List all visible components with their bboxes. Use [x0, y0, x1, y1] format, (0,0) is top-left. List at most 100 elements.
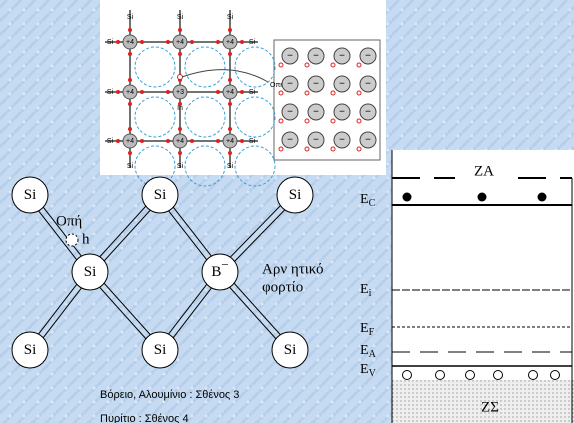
- edge-label: Si: [249, 89, 256, 96]
- electron: [178, 151, 182, 155]
- hole: [357, 63, 361, 67]
- impurity-label: In: [177, 105, 183, 112]
- hole: [529, 371, 538, 380]
- band-label: ZA: [474, 163, 494, 179]
- atom-label: Si: [84, 264, 97, 280]
- hole: [331, 63, 335, 67]
- hole: [331, 119, 335, 123]
- hole: [331, 147, 335, 151]
- atom-label: +4: [126, 138, 134, 145]
- atom-label: Si: [284, 342, 297, 358]
- electron: [216, 90, 220, 94]
- level-symbol: E: [360, 192, 369, 207]
- atom-symbol: Si: [154, 342, 167, 358]
- electron: [128, 127, 132, 131]
- atom-symbol: Si: [289, 187, 302, 203]
- electron: [140, 40, 144, 44]
- edge-label: Si: [107, 39, 114, 46]
- page: ZA ZΣ Βόρειο, Αλουμίνιο : Σθένος 3 Πυρίτ…: [0, 0, 574, 423]
- level-sub: C: [369, 198, 376, 209]
- atom-symbol: Si: [154, 187, 167, 203]
- hole: [279, 147, 283, 151]
- electron: [178, 52, 182, 56]
- atom-symbol: Si: [284, 342, 297, 358]
- hole: [357, 119, 361, 123]
- electron: [240, 139, 244, 143]
- hole: [305, 63, 309, 67]
- level-symbol: E: [360, 362, 369, 377]
- ion-sign: −: [313, 107, 319, 118]
- ion-sign: −: [365, 135, 371, 146]
- electron: [128, 52, 132, 56]
- atom-label: Si: [154, 187, 167, 203]
- electron: [228, 102, 232, 106]
- hole: [466, 371, 475, 380]
- electron: [166, 139, 170, 143]
- electron: [538, 193, 547, 202]
- edge-label: Si: [177, 14, 184, 21]
- ion-sign: −: [313, 79, 319, 90]
- hole: [305, 147, 309, 151]
- edge-label: Si: [227, 163, 234, 170]
- hole-label: Οπή: [56, 213, 82, 229]
- hole: [403, 371, 412, 380]
- edge-label: Si: [107, 89, 114, 96]
- ion-sign: −: [365, 79, 371, 90]
- atom-charge: −: [221, 257, 228, 272]
- ion-sign: −: [339, 79, 345, 90]
- hole: [305, 91, 309, 95]
- atom-label: +4: [226, 89, 234, 96]
- edge-label: Si: [249, 138, 256, 145]
- edge-label: Si: [107, 138, 114, 145]
- electron: [140, 139, 144, 143]
- band-label: ZΣ: [481, 399, 499, 415]
- electron: [478, 193, 487, 202]
- atom-label: +4: [126, 39, 134, 46]
- electron: [178, 127, 182, 131]
- hole: [357, 147, 361, 151]
- electron: [240, 90, 244, 94]
- atom-label: +4: [126, 89, 134, 96]
- electron: [140, 90, 144, 94]
- electron: [128, 102, 132, 106]
- hole: [331, 91, 335, 95]
- electron: [228, 28, 232, 32]
- ion-sign: −: [365, 107, 371, 118]
- electron: [216, 40, 220, 44]
- ion-sign: −: [339, 107, 345, 118]
- hole: [436, 371, 445, 380]
- ion-sign: −: [287, 51, 293, 62]
- electron: [228, 127, 232, 131]
- atom-label: Si: [154, 342, 167, 358]
- hole: [357, 91, 361, 95]
- electron: [178, 28, 182, 32]
- level-sub: A: [369, 349, 377, 360]
- ion-sign: −: [287, 107, 293, 118]
- atom-label: Si: [289, 187, 302, 203]
- ion-sign: −: [339, 51, 345, 62]
- electron: [166, 40, 170, 44]
- atom-symbol: Si: [24, 187, 37, 203]
- hole: [178, 75, 183, 80]
- note: Πυρίτιο : Σθένος 4: [100, 413, 189, 423]
- ion-sign: −: [287, 135, 293, 146]
- electron: [228, 78, 232, 82]
- atom-symbol: Si: [24, 342, 37, 358]
- electron: [166, 90, 170, 94]
- edge-label: Si: [227, 14, 234, 21]
- hole: [66, 234, 78, 246]
- electron: [190, 139, 194, 143]
- level-symbol: E: [360, 343, 369, 358]
- level-symbol: E: [360, 321, 369, 336]
- electron: [128, 151, 132, 155]
- atom-label: +4: [176, 138, 184, 145]
- electron: [116, 90, 120, 94]
- edge-label: Si: [249, 39, 256, 46]
- electron: [190, 40, 194, 44]
- atom-label: Si: [24, 342, 37, 358]
- level-sub: F: [369, 327, 375, 338]
- hole: [305, 119, 309, 123]
- electron: [128, 78, 132, 82]
- ion-sign: −: [287, 79, 293, 90]
- atom-label: +4: [226, 39, 234, 46]
